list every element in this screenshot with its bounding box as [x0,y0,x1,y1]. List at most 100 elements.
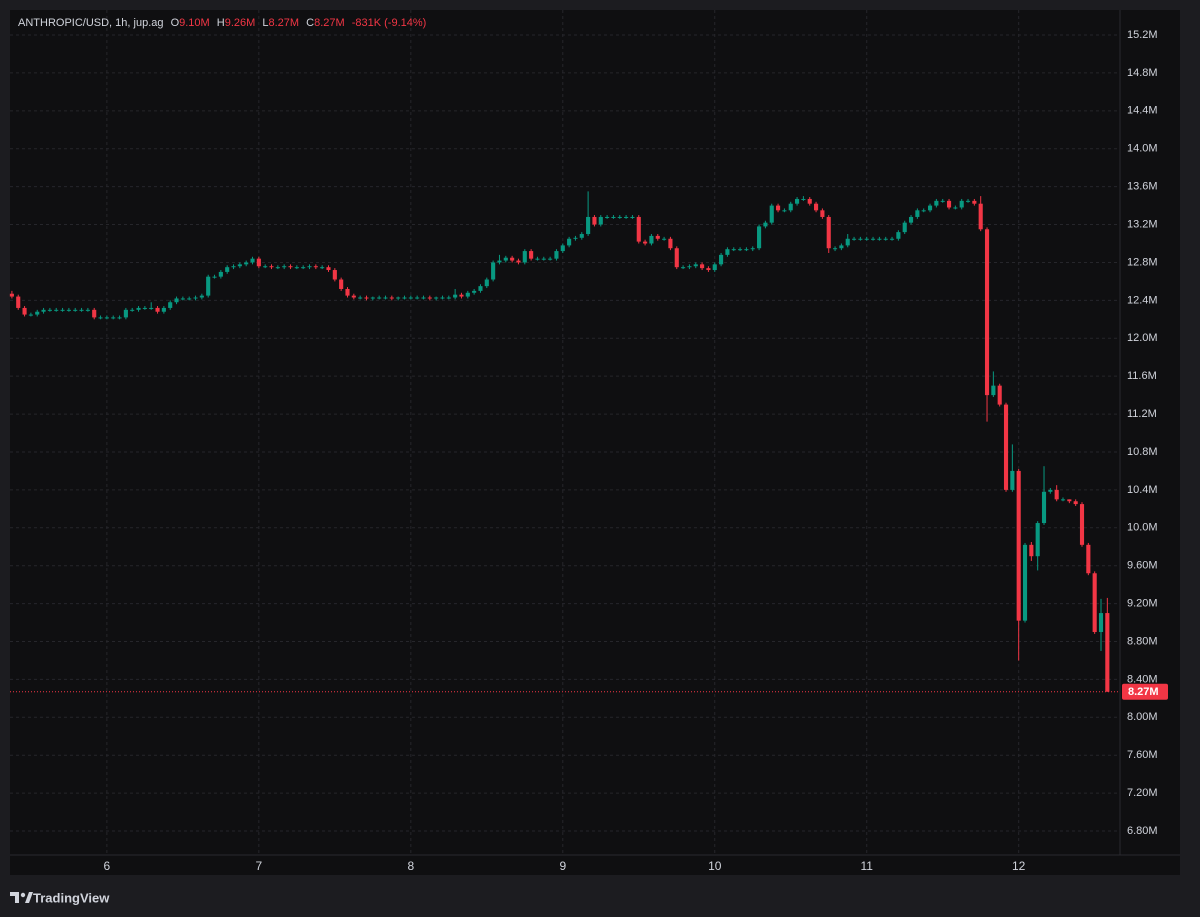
last-price-label: 8.27M [1128,686,1159,698]
candle-body [617,216,622,218]
change: -831K (-9.14%) [352,17,427,29]
candle-body [579,234,584,238]
y-tick-label: 14.4M [1127,105,1158,117]
y-tick-label: 12.0M [1127,332,1158,344]
candle-body [408,297,413,299]
candle-body [459,294,464,297]
candle-body [573,237,578,239]
candle-body [510,257,515,261]
candle-body [434,297,439,299]
candle-body [1054,489,1059,500]
candle-body [630,216,635,218]
candle-body [396,297,401,299]
candle-body [421,297,426,299]
logo-part [20,892,26,898]
candle-body [465,292,470,297]
candle-body [921,210,926,212]
candle-body [199,295,204,298]
candle-body [738,249,743,251]
candle-body [288,266,293,268]
high-value: 9.26M [225,17,256,29]
candle-body [28,314,33,316]
close-value: 8.27M [314,17,345,29]
y-tick-label: 9.60M [1127,560,1158,572]
symbol: ANTHROPIC/USD, 1h, jup.ag [18,17,164,29]
candle-body [1060,499,1066,501]
candle-body [187,298,192,300]
brand-logo [10,892,33,903]
y-tick-label: 8.00M [1127,711,1158,723]
candle-body [535,258,540,260]
y-tick-label: 15.2M [1127,29,1158,41]
candle-body [269,266,274,268]
candle-body [161,307,166,312]
y-tick-label: 10.4M [1127,484,1158,496]
candle-body [478,286,483,291]
candle-body [149,307,154,309]
candle-body [1016,470,1021,621]
candle-body [965,200,971,202]
candle-body [681,267,686,269]
candle-body [301,267,306,269]
candle-body [731,249,736,251]
candle-body [889,238,895,240]
candle-body [98,317,103,319]
candle-body [491,262,496,280]
high-label: H [217,17,225,29]
candle-body [1048,489,1053,492]
candle-body [225,267,230,272]
candle-body [586,216,591,235]
candle-body [624,216,629,218]
candle-body [1079,504,1085,545]
candle-body [174,298,179,303]
candle-body [851,238,857,240]
candle-body [801,198,806,200]
candle-body [662,238,667,240]
candle-body [934,200,939,206]
candle-body [636,216,641,242]
candle-body [554,251,559,259]
candle-body [877,238,882,240]
candle-body [294,267,299,269]
candle-body [693,264,698,267]
candle-body [598,216,603,225]
candle-body [826,216,831,249]
candle-body [282,266,287,268]
candle-body [377,297,382,299]
candle-body [66,309,71,311]
candle-body [85,309,90,311]
candle-body [446,297,451,299]
x-tick-label: 6 [104,859,111,873]
candle-body [946,200,952,208]
candle-body [795,198,800,204]
candle-body [41,309,46,312]
candle-body [1098,613,1104,633]
candle-body [953,207,958,209]
candle-body [60,309,65,311]
candle-body [47,309,52,311]
candle-body [503,257,508,261]
candle-body [313,266,318,268]
y-tick-label: 7.20M [1127,787,1158,799]
candle-body [744,249,749,251]
x-tick-label: 11 [860,859,873,873]
candle-body [668,238,673,249]
candle-body [326,267,331,271]
candle-body [978,203,983,230]
candle-body [1067,499,1072,502]
candle-body [231,266,236,268]
candle-body [351,295,356,298]
candle-body [940,200,945,202]
candle-body [345,288,350,296]
y-tick-label: 12.8M [1127,256,1158,268]
candle-body [984,229,990,396]
candle-body [782,210,787,212]
y-tick-label: 10.0M [1127,522,1158,534]
candle-body [814,203,819,211]
candle-body [1010,470,1015,490]
candle-body [168,302,173,308]
low-value: 8.27M [268,17,299,29]
y-tick-label: 11.6M [1127,370,1157,382]
candle-body [997,385,1002,405]
